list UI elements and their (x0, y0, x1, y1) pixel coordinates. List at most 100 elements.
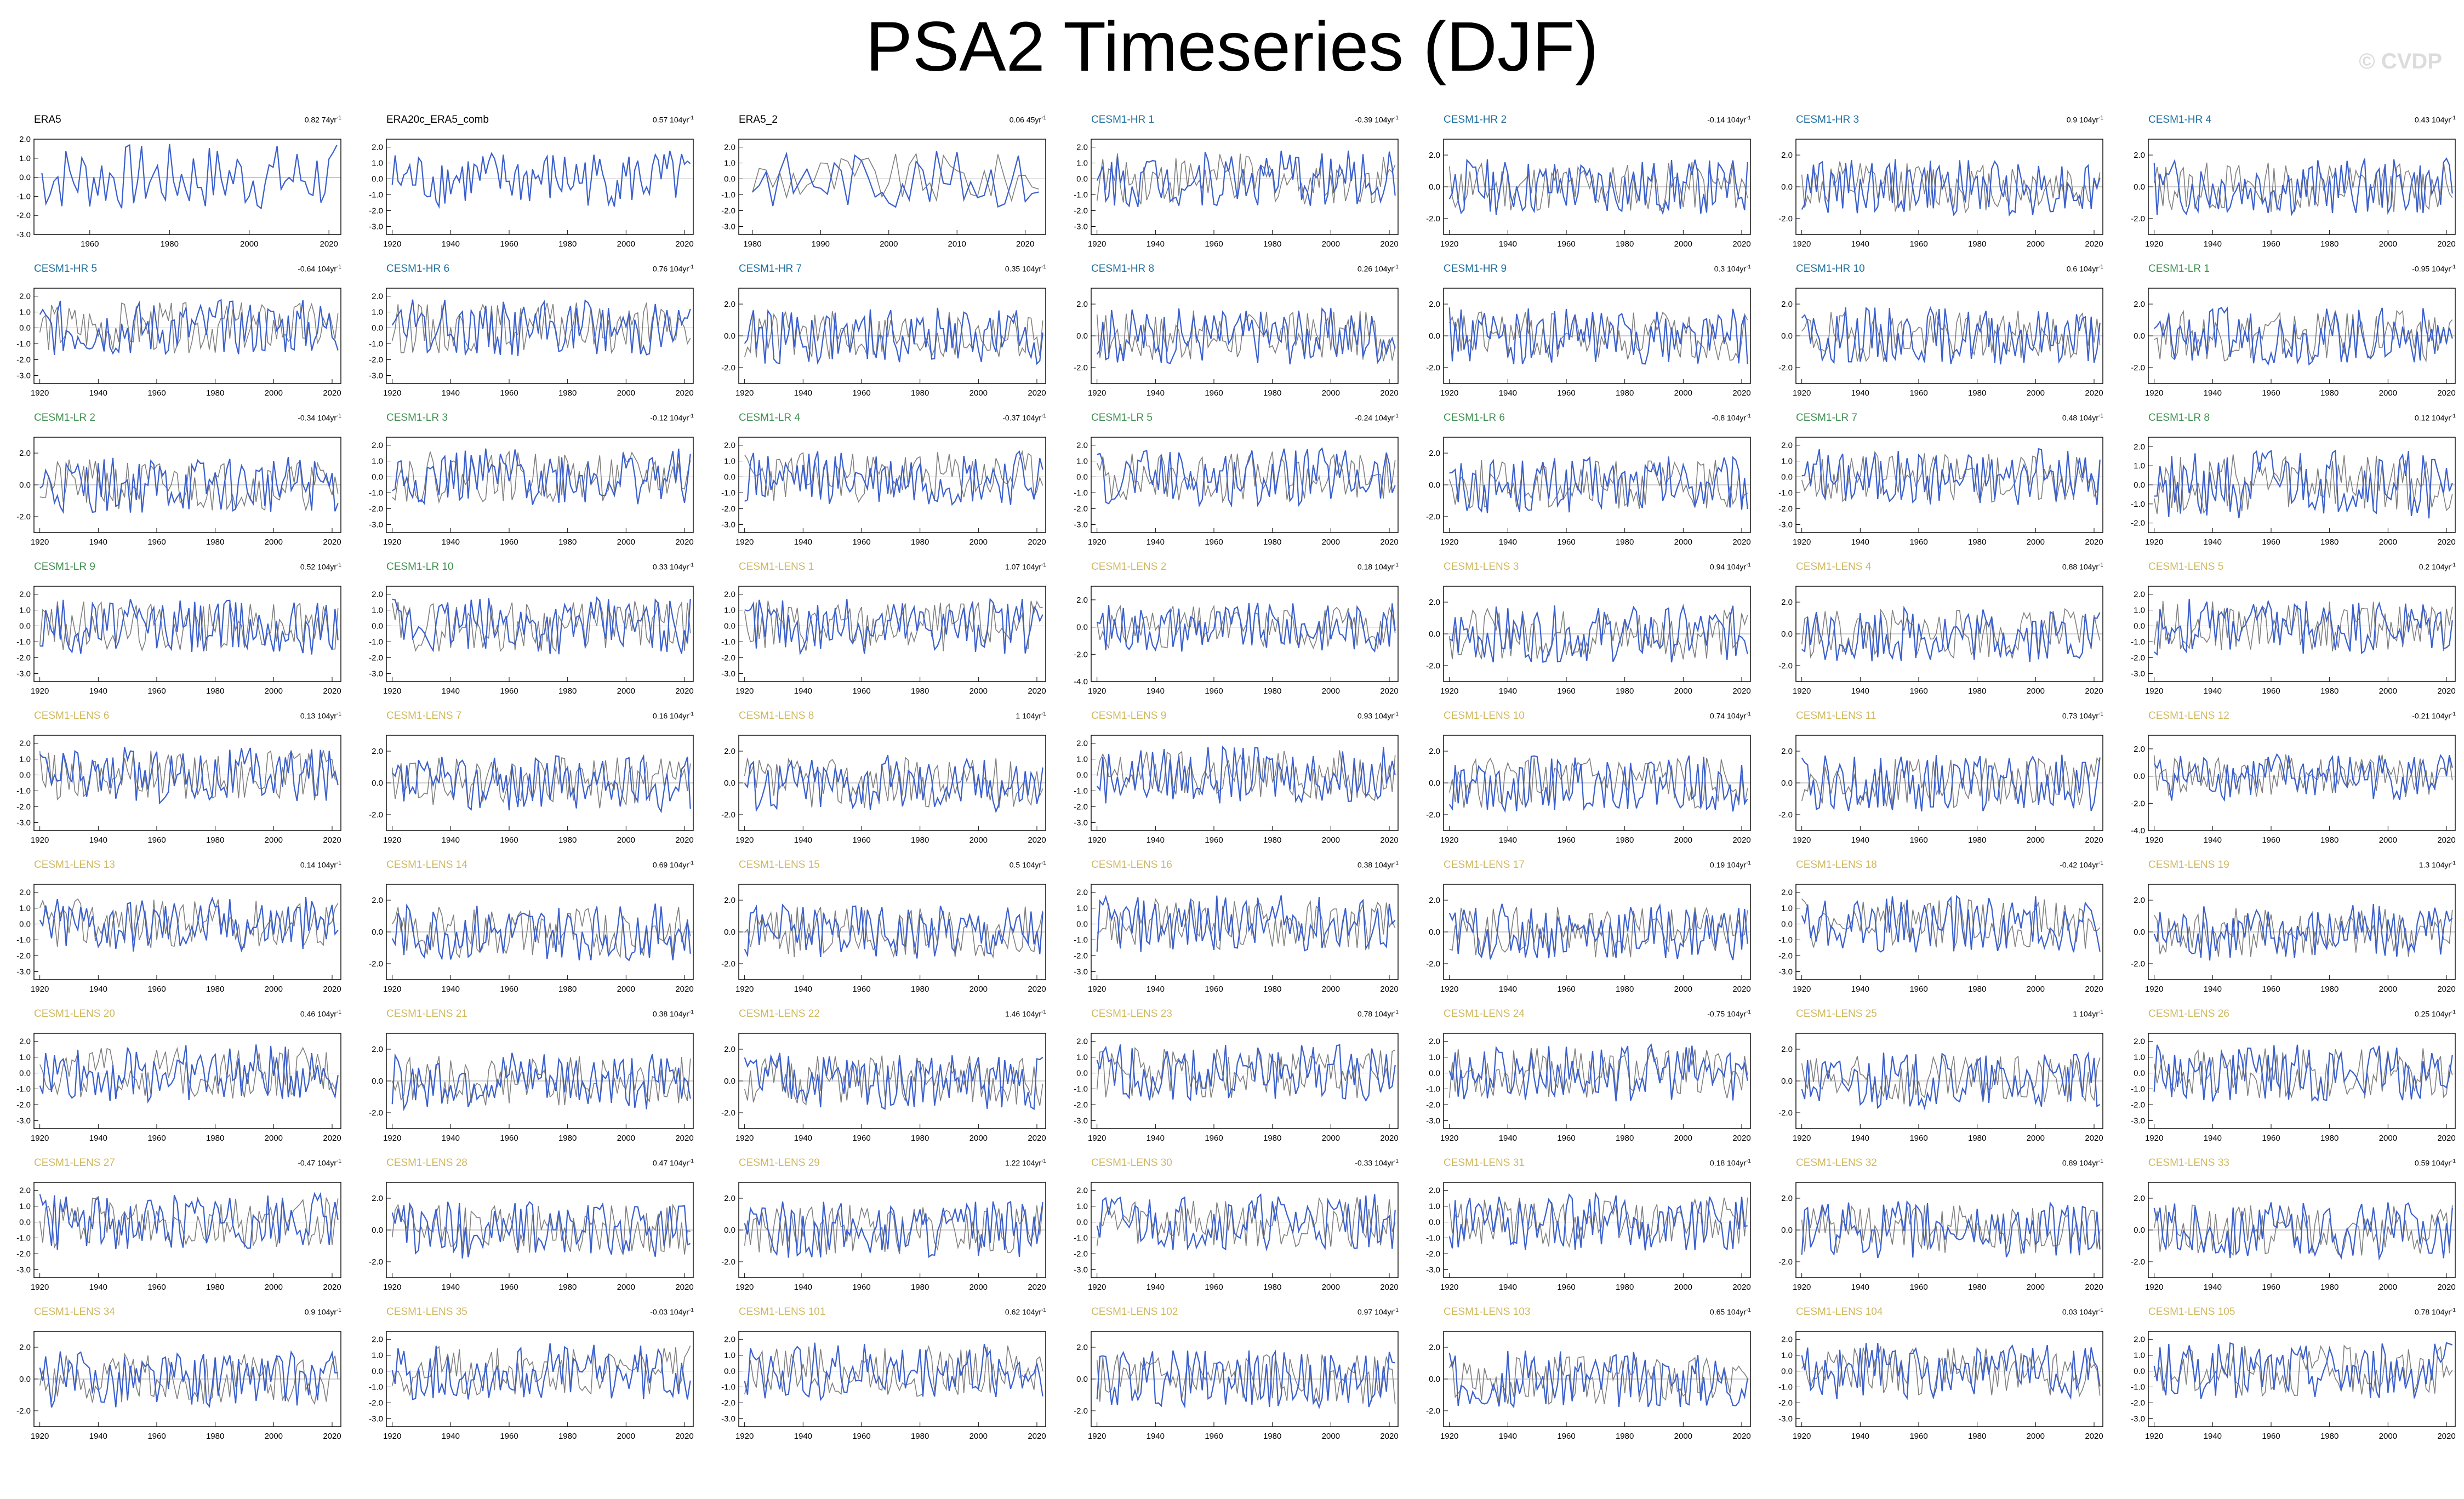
y-tick-label: 0.0 (724, 928, 735, 937)
trend-exponent: -1 (336, 1009, 341, 1015)
trend-exponent: -1 (1746, 711, 1751, 717)
simulation-line (39, 1350, 338, 1408)
panel-trend: 0.06 45yr-1 (1009, 115, 1046, 124)
x-tick-label: 2020 (1380, 1432, 1398, 1441)
x-tick-label: 1940 (89, 1432, 107, 1441)
simulation-line (1096, 895, 1396, 952)
panel: CESM1-LENS 21 0.38 104yr-1 2.0 0.0 -2.0 1920 1… (352, 1008, 705, 1157)
x-tick-label: 1940 (794, 1134, 812, 1143)
x-tick-label: 2020 (323, 985, 341, 994)
y-tick-label: 0.0 (724, 175, 735, 184)
y-tick-label: -2.0 (2131, 1399, 2145, 1408)
y-tick-label: -2.0 (721, 959, 735, 969)
y-tick-label: 0.0 (1429, 630, 1440, 639)
x-tick-label: 1940 (1147, 1283, 1165, 1292)
trend-value: 1.07 104yr (1005, 562, 1042, 571)
y-tick-label: 2.0 (1781, 1194, 1793, 1203)
x-tick-label: 1980 (911, 388, 929, 398)
y-tick-label: 2.0 (1076, 300, 1088, 309)
panel-title: CESM1-LENS 25 (1796, 1008, 1877, 1020)
simulation-line (1097, 447, 1396, 508)
plot-frame (1795, 884, 2103, 980)
y-tick-label: 2.0 (1429, 747, 1440, 756)
plot-frame (386, 139, 694, 235)
panel-plot: 2.0 1.0 0.0 -1.0 -2.0 -3.0 1980 1990 2000 2010 202… (721, 139, 1046, 249)
simulation-line (1801, 1343, 2101, 1400)
y-tick-label: 1.0 (372, 457, 383, 466)
plot-frame (738, 437, 1046, 533)
panel-plot: 2.0 0.0 -2.0 1920 1940 1960 1980 2000 2020 (721, 1033, 1046, 1143)
observation-line (744, 1205, 1043, 1255)
x-tick-label: 1940 (1851, 239, 1869, 249)
x-tick-label: 2000 (2379, 388, 2397, 398)
x-tick-label: 1920 (1793, 836, 1811, 845)
x-tick-label: 1980 (1616, 537, 1634, 547)
x-tick-label: 2000 (1674, 388, 1692, 398)
x-tick-label: 1980 (2320, 537, 2338, 547)
x-tick-label: 1920 (2145, 537, 2163, 547)
y-tick-label: 2.0 (1076, 596, 1088, 605)
y-tick-label: 1.0 (2134, 1053, 2145, 1062)
y-tick-label: 0.0 (1429, 928, 1440, 937)
y-tick-label: 0.0 (19, 324, 31, 333)
trend-exponent: -1 (1394, 860, 1399, 866)
trend-exponent: -1 (1746, 1307, 1751, 1313)
y-tick-label: 2.0 (1429, 300, 1440, 309)
trend-value: 0.26 104yr (1357, 264, 1394, 273)
x-tick-label: 2020 (2085, 836, 2103, 845)
panel-plot: 2.0 0.0 -2.0 1920 1940 1960 1980 2000 2020 (721, 1182, 1046, 1292)
plot-frame (1091, 735, 1399, 831)
x-tick-label: 1940 (1147, 1432, 1165, 1441)
x-tick-label: 1920 (1088, 1134, 1106, 1143)
trend-value: 0.18 104yr (1357, 562, 1394, 571)
x-tick-label: 1920 (1440, 239, 1458, 249)
x-tick-label: 1920 (1793, 1432, 1811, 1441)
y-tick-label: 0.0 (1429, 1069, 1440, 1078)
panel: CESM1-LENS 17 0.19 104yr-1 2.0 0.0 -2.0 1920 1… (1410, 859, 1762, 1008)
panel-trend: 0.78 104yr-1 (2415, 1307, 2456, 1317)
x-tick-label: 1980 (558, 239, 577, 249)
trend-value: 0.9 104yr (304, 1307, 337, 1317)
y-tick-label: -3.0 (1074, 520, 1088, 530)
y-tick-label: -3.0 (16, 1117, 31, 1126)
panel: CESM1-HR 3 0.9 104yr-1 2.0 0.0 -2.0 1920 1940 1… (1762, 114, 2114, 263)
trend-exponent: -1 (2451, 115, 2456, 121)
trend-value: 0.76 104yr (652, 264, 689, 273)
x-tick-label: 1960 (147, 836, 166, 845)
x-tick-label: 1940 (442, 239, 460, 249)
panel: CESM1-HR 2 -0.14 104yr-1 2.0 0.0 -2.0 1920 194… (1410, 114, 1762, 263)
trend-value: 0.03 104yr (2062, 1307, 2099, 1317)
x-tick-label: 1940 (1851, 1283, 1869, 1292)
x-tick-label: 2020 (2085, 537, 2103, 547)
x-tick-label: 2000 (2379, 1283, 2397, 1292)
x-tick-label: 1980 (161, 239, 179, 249)
panel: CESM1-LENS 27 -0.47 104yr-1 2.0 1.0 0.0 -1.0 -… (0, 1157, 352, 1306)
x-tick-label: 1960 (147, 1134, 166, 1143)
plot-frame (33, 586, 341, 682)
observation-line (744, 311, 1043, 359)
panel-trend: 0.18 104yr-1 (1358, 562, 1399, 571)
y-tick-label: -2.0 (16, 1250, 31, 1259)
panel-trend: 1.3 104yr-1 (2419, 860, 2456, 869)
panel-trend: 0.3 104yr-1 (1714, 264, 1751, 273)
y-tick-label: -2.0 (721, 654, 735, 663)
y-tick-label: 0.0 (1781, 1077, 1793, 1086)
panel-title: CESM1-HR 1 (1091, 114, 1155, 125)
simulation-line (39, 896, 339, 953)
x-tick-label: 1940 (2204, 1134, 2222, 1143)
x-tick-label: 1980 (206, 1432, 224, 1441)
x-tick-label: 1920 (31, 388, 49, 398)
x-tick-label: 1960 (1909, 686, 1927, 696)
panel-title: CESM1-HR 4 (2148, 114, 2212, 125)
x-tick-label: 2020 (1028, 686, 1046, 696)
y-tick-label: 2.0 (1781, 441, 1793, 450)
y-tick-label: -1.0 (1074, 1085, 1088, 1094)
plot-frame (1091, 884, 1399, 980)
x-tick-label: 1940 (1851, 686, 1869, 696)
x-tick-label: 1980 (206, 388, 224, 398)
